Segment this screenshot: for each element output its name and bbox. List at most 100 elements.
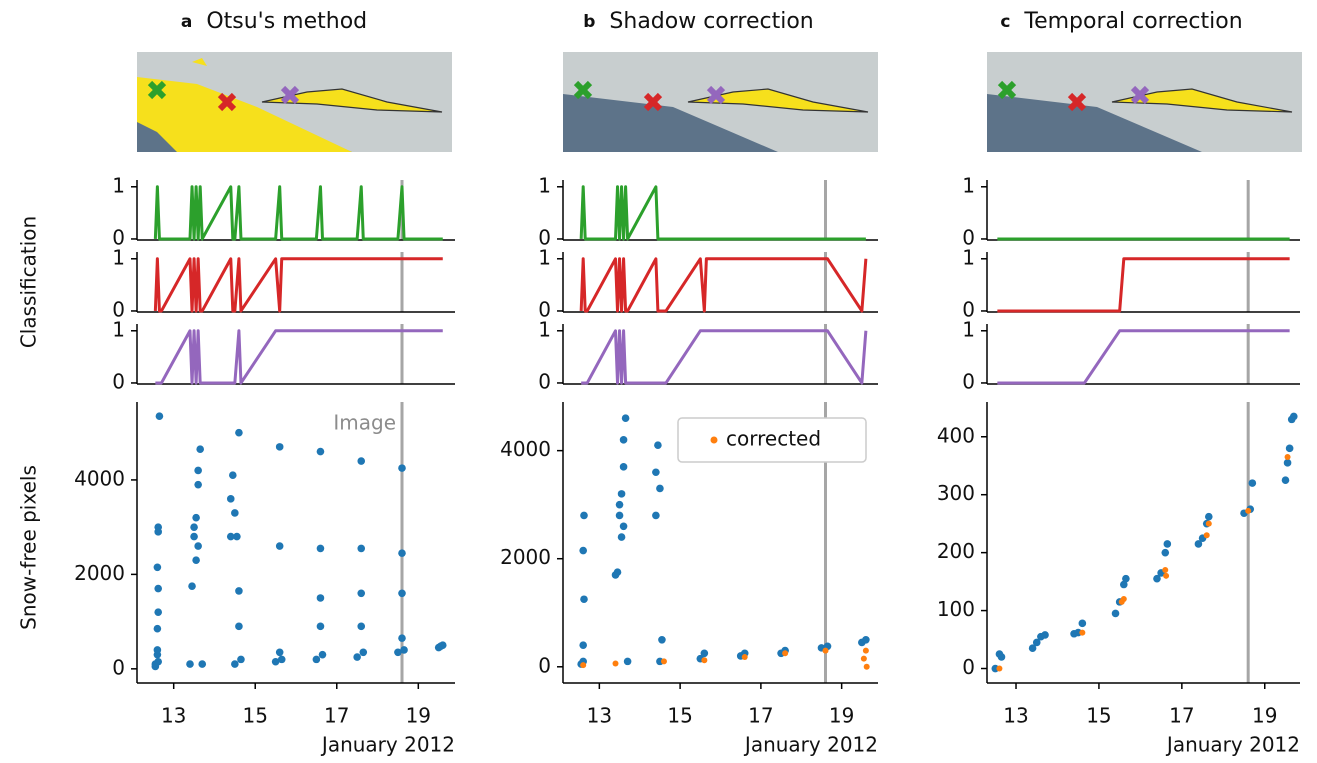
annotation: Image [333, 411, 396, 435]
classification-line [153, 257, 443, 313]
point [1032, 638, 1041, 647]
panel-title-text: Temporal correction [1023, 9, 1242, 34]
point [741, 654, 748, 661]
point [1162, 567, 1169, 574]
y-tick-label: 0 [538, 653, 551, 677]
point [619, 463, 628, 471]
panel-title: c Temporal correction [1000, 9, 1242, 34]
x-axis-label: January 2012 [1165, 733, 1300, 757]
point [1079, 629, 1086, 636]
y-tick-label: 0 [112, 655, 125, 679]
point [1281, 476, 1290, 485]
point [1248, 479, 1257, 487]
y-tick-label: 2000 [74, 561, 125, 585]
point [235, 622, 243, 631]
point [153, 563, 162, 572]
panel-title-text: Otsu's method [206, 9, 367, 34]
point [188, 582, 196, 590]
point [226, 532, 235, 541]
panel-title: a Otsu's method [181, 9, 367, 34]
point [398, 464, 406, 472]
point [194, 480, 202, 489]
point [190, 523, 198, 531]
point [1194, 540, 1203, 548]
point [1078, 619, 1087, 628]
y-tick-label: 0 [538, 369, 551, 393]
y-tick-label: 1 [962, 245, 975, 269]
y-tick-label: 200 [937, 539, 975, 563]
y-axis-label: Snow-free pixels [17, 465, 41, 630]
legend-marker [710, 436, 718, 444]
y-tick-label: 0 [962, 655, 975, 679]
point [275, 648, 284, 657]
point [612, 660, 619, 667]
point [580, 595, 588, 604]
point [1122, 574, 1130, 583]
point [316, 594, 325, 602]
point [318, 650, 327, 659]
y-tick-label: 0 [112, 369, 125, 393]
panel-title-text: Shadow correction [609, 9, 813, 34]
point [231, 509, 239, 517]
y-tick-label: 0 [962, 225, 975, 249]
point [1041, 631, 1049, 639]
y-tick-label: 1 [538, 317, 551, 341]
point [394, 648, 402, 657]
point [580, 511, 588, 520]
y-tick-label: 1 [112, 245, 125, 269]
point [357, 622, 366, 631]
panel-letter: a [181, 12, 192, 32]
point [275, 542, 284, 550]
point [231, 660, 239, 668]
point [652, 511, 660, 520]
point [316, 447, 325, 456]
point [700, 649, 709, 658]
classification-line [997, 329, 1290, 385]
point [701, 657, 708, 664]
x-tick-label: 15 [243, 704, 268, 728]
point [154, 584, 162, 593]
classification-line [997, 257, 1290, 313]
y-tick-label: 100 [937, 597, 975, 621]
point [1163, 572, 1170, 579]
panel-letter: b [583, 12, 595, 32]
marker-x [1130, 85, 1150, 105]
point [1118, 598, 1125, 605]
y-tick-label: 1 [962, 173, 975, 197]
y-tick-label: 1 [538, 173, 551, 197]
point [357, 457, 366, 465]
point [316, 622, 325, 631]
y-tick-label: 1 [538, 245, 551, 269]
point [398, 589, 406, 598]
point [229, 471, 237, 480]
point [277, 655, 286, 664]
classification-line [153, 185, 443, 241]
point [1289, 412, 1298, 421]
y-tick-label: 2000 [500, 545, 551, 569]
point [235, 428, 243, 437]
thumb-snowfree [192, 58, 207, 66]
point [1204, 512, 1213, 521]
point [822, 647, 829, 654]
point [1120, 580, 1128, 589]
point [436, 642, 445, 650]
x-tick-label: 17 [748, 704, 773, 728]
classification-line [581, 329, 868, 385]
point [996, 665, 1003, 672]
marker-x [706, 85, 726, 105]
point [615, 500, 624, 509]
point [398, 634, 406, 642]
point [151, 662, 160, 671]
classification-line [579, 257, 868, 313]
classification-line [579, 185, 866, 241]
point [1285, 444, 1294, 453]
point [579, 546, 587, 555]
point [617, 533, 626, 541]
y-tick-label: 0 [962, 297, 975, 321]
point [862, 647, 869, 654]
point [398, 549, 406, 557]
y-tick-label: 4000 [74, 466, 125, 490]
point [192, 556, 200, 565]
point [621, 414, 630, 423]
